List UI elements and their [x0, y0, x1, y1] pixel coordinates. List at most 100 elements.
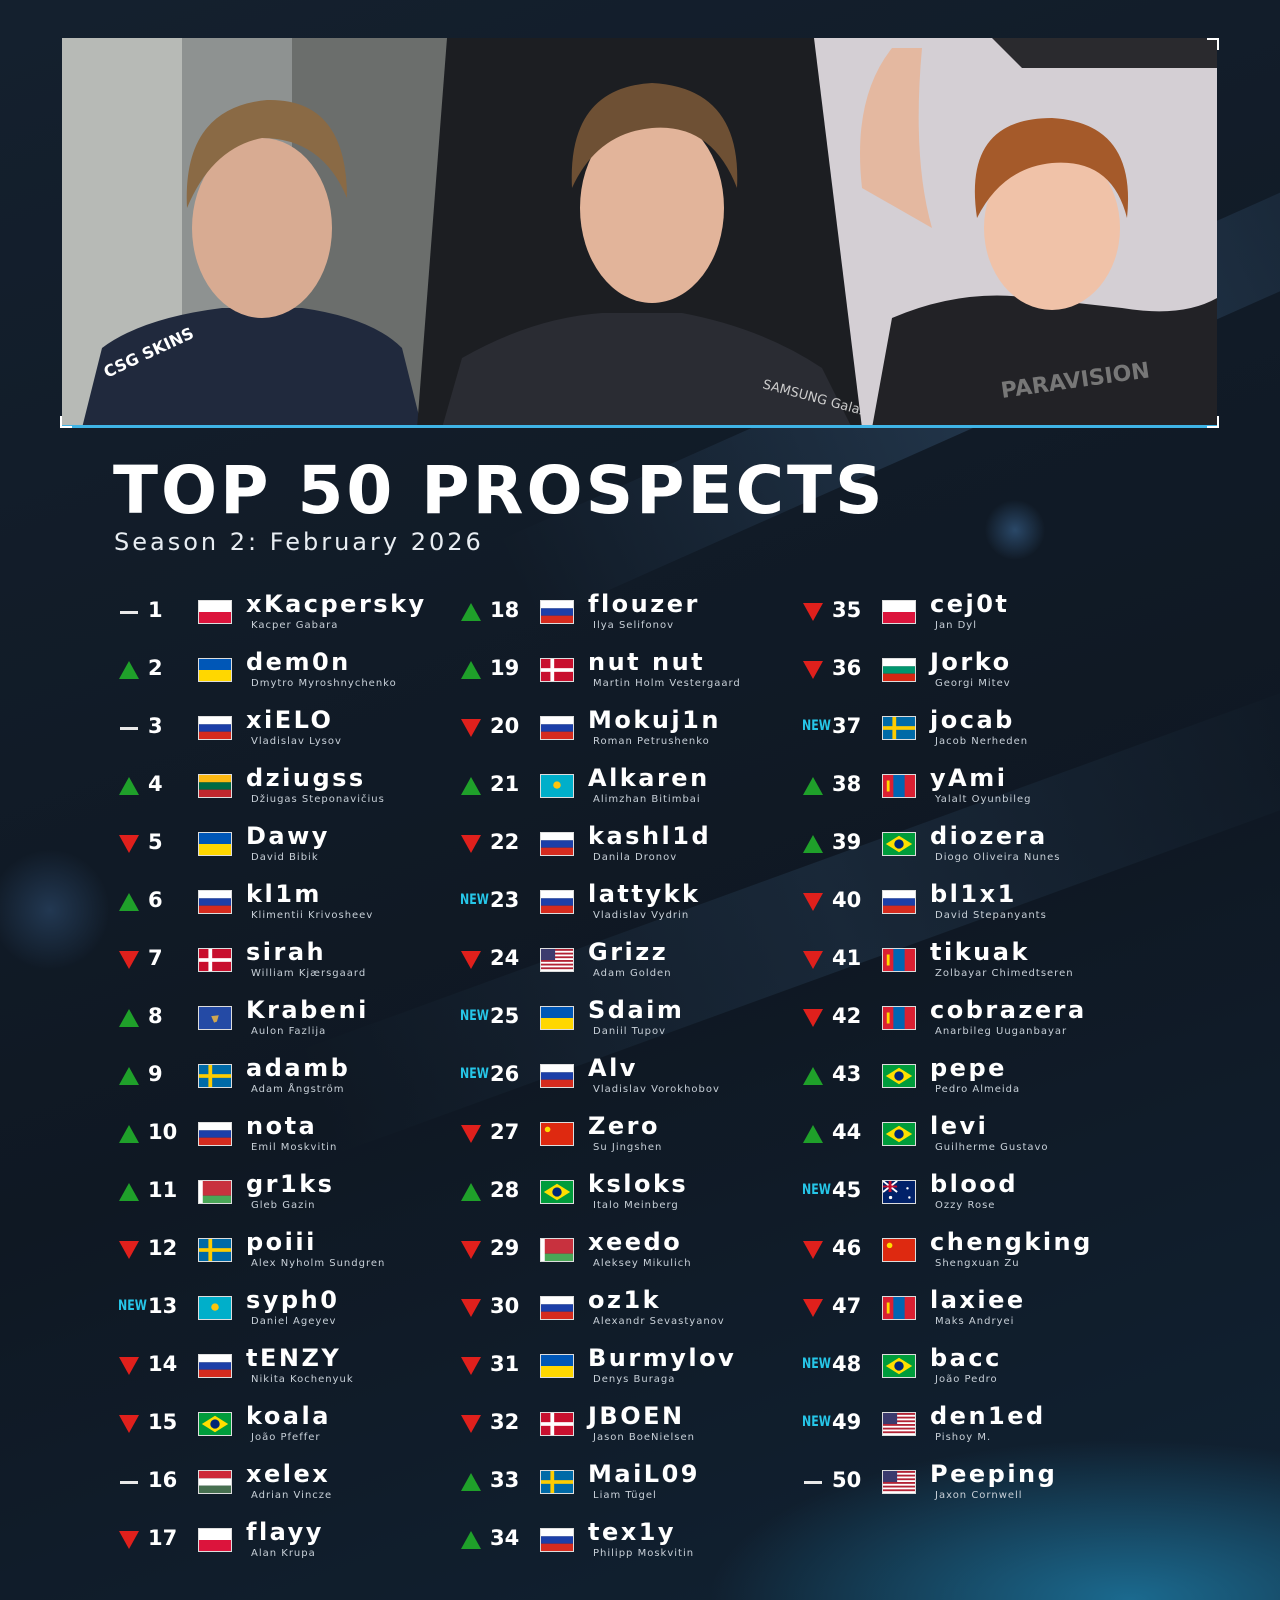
rank-number: 9	[148, 1062, 163, 1086]
flag-pl-icon	[198, 600, 232, 624]
flag-se-icon	[882, 716, 916, 740]
player-nickname: syph0	[246, 1286, 340, 1314]
flag-cn-icon	[882, 1238, 916, 1262]
player-real-name: Ozzy Rose	[935, 1200, 996, 1211]
rank-number: 30	[490, 1294, 520, 1318]
player-real-name: Alex Nyholm Sundgren	[251, 1258, 386, 1269]
ranking-row: NEW 26 Alv Vladislav Vorokhobov	[460, 1054, 790, 1110]
ranking-row: 3 xiELO Vladislav Lysov	[118, 706, 448, 762]
rank-number: 4	[148, 772, 163, 796]
player-nickname: ksloks	[588, 1170, 689, 1198]
player-real-name: Anarbileg Uuganbayar	[935, 1026, 1068, 1037]
player-real-name: Adam Golden	[593, 968, 672, 979]
player-real-name: Roman Petrushenko	[593, 736, 710, 747]
player-nickname: Dawy	[246, 822, 330, 850]
new-entry-badge: NEW	[460, 1007, 489, 1024]
rank-number: 27	[490, 1120, 520, 1144]
rank-number: 47	[832, 1294, 862, 1318]
player-photo-1: CSG SKINS	[62, 38, 462, 425]
player-real-name: Adrian Vincze	[251, 1490, 333, 1501]
rank-number: 39	[832, 830, 862, 854]
flag-us-icon	[882, 1470, 916, 1494]
player-real-name: Jason BoeNielsen	[593, 1432, 695, 1443]
rank-number: 10	[148, 1120, 178, 1144]
trend-down-icon	[803, 1009, 823, 1027]
ranking-row: 36 Jorko Georgi Mitev	[802, 648, 1132, 704]
player-real-name: Italo Meinberg	[593, 1200, 679, 1211]
rank-number: 28	[490, 1178, 520, 1202]
player-nickname: Krabeni	[246, 996, 369, 1024]
player-real-name: Zolbayar Chimedtseren	[935, 968, 1074, 979]
player-real-name: Daniil Tupov	[593, 1026, 666, 1037]
ranking-row: 8 Krabeni Aulon Fazlija	[118, 996, 448, 1052]
flag-br-icon	[882, 1122, 916, 1146]
frame-corner	[1207, 38, 1219, 50]
trend-up-icon	[803, 1125, 823, 1143]
player-nickname: kl1m	[246, 880, 322, 908]
flag-ru-icon	[540, 1296, 574, 1320]
player-nickname: tikuak	[930, 938, 1030, 966]
ranking-row: NEW 13 syph0 Daniel Ageyev	[118, 1286, 448, 1342]
player-real-name: Džiugas Steponavičius	[251, 794, 385, 805]
trend-down-icon	[461, 1357, 481, 1375]
flag-ua-icon	[540, 1354, 574, 1378]
flag-br-icon	[882, 1064, 916, 1088]
flag-ru-icon	[198, 716, 232, 740]
ranking-row: 20 Mokuj1n Roman Petrushenko	[460, 706, 790, 762]
rank-number: 21	[490, 772, 520, 796]
ranking-row: 46 chengking Shengxuan Zu	[802, 1228, 1132, 1284]
rank-number: 13	[148, 1294, 178, 1318]
trend-down-icon	[803, 661, 823, 679]
trend-down-icon	[803, 1241, 823, 1259]
rank-number: 18	[490, 598, 520, 622]
trend-down-icon	[461, 1125, 481, 1143]
rank-number: 19	[490, 656, 520, 680]
player-nickname: bl1x1	[930, 880, 1017, 908]
flag-ua-icon	[198, 658, 232, 682]
player-real-name: Kacper Gabara	[251, 620, 339, 631]
rank-number: 11	[148, 1178, 178, 1202]
player-real-name: Alan Krupa	[251, 1548, 316, 1559]
flag-cn-icon	[540, 1122, 574, 1146]
player-nickname: Alv	[588, 1054, 638, 1082]
flag-br-icon	[198, 1412, 232, 1436]
flag-ru-icon	[540, 1528, 574, 1552]
rank-number: 35	[832, 598, 862, 622]
rank-number: 20	[490, 714, 520, 738]
ranking-row: 2 dem0n Dmytro Myroshnychenko	[118, 648, 448, 704]
trend-down-icon	[803, 893, 823, 911]
flag-pl-icon	[198, 1528, 232, 1552]
player-nickname: flouzer	[588, 590, 700, 618]
player-real-name: Su Jingshen	[593, 1142, 663, 1153]
player-real-name: Martin Holm Vestergaard	[593, 678, 741, 689]
rank-number: 41	[832, 946, 862, 970]
trend-down-icon	[461, 1299, 481, 1317]
player-real-name: Georgi Mitev	[935, 678, 1011, 689]
flag-ru-icon	[540, 600, 574, 624]
player-real-name: João Pedro	[935, 1374, 998, 1385]
new-entry-badge: NEW	[802, 717, 831, 734]
rank-number: 3	[148, 714, 163, 738]
rank-number: 7	[148, 946, 163, 970]
player-real-name: Diogo Oliveira Nunes	[935, 852, 1061, 863]
player-real-name: Liam Tügel	[593, 1490, 657, 1501]
ranking-row: 50 Peeping Jaxon Cornwell	[802, 1460, 1132, 1516]
rank-number: 5	[148, 830, 163, 854]
ranking-row: 22 kashl1d Danila Dronov	[460, 822, 790, 878]
player-nickname: Zero	[588, 1112, 661, 1140]
rank-number: 26	[490, 1062, 520, 1086]
ranking-row: 41 tikuak Zolbayar Chimedtseren	[802, 938, 1132, 994]
rank-number: 31	[490, 1352, 520, 1376]
player-real-name: Denys Buraga	[593, 1374, 676, 1385]
trend-down-icon	[803, 951, 823, 969]
player-nickname: lattykk	[588, 880, 701, 908]
trend-down-icon	[461, 951, 481, 969]
player-real-name: Shengxuan Zu	[935, 1258, 1020, 1269]
player-real-name: João Pfeffer	[251, 1432, 321, 1443]
new-entry-badge: NEW	[802, 1355, 831, 1372]
trend-up-icon	[803, 777, 823, 795]
ranking-row: 17 flayy Alan Krupa	[118, 1518, 448, 1574]
player-nickname: laxiee	[930, 1286, 1026, 1314]
rank-number: 49	[832, 1410, 862, 1434]
ranking-row: 32 JBOEN Jason BoeNielsen	[460, 1402, 790, 1458]
